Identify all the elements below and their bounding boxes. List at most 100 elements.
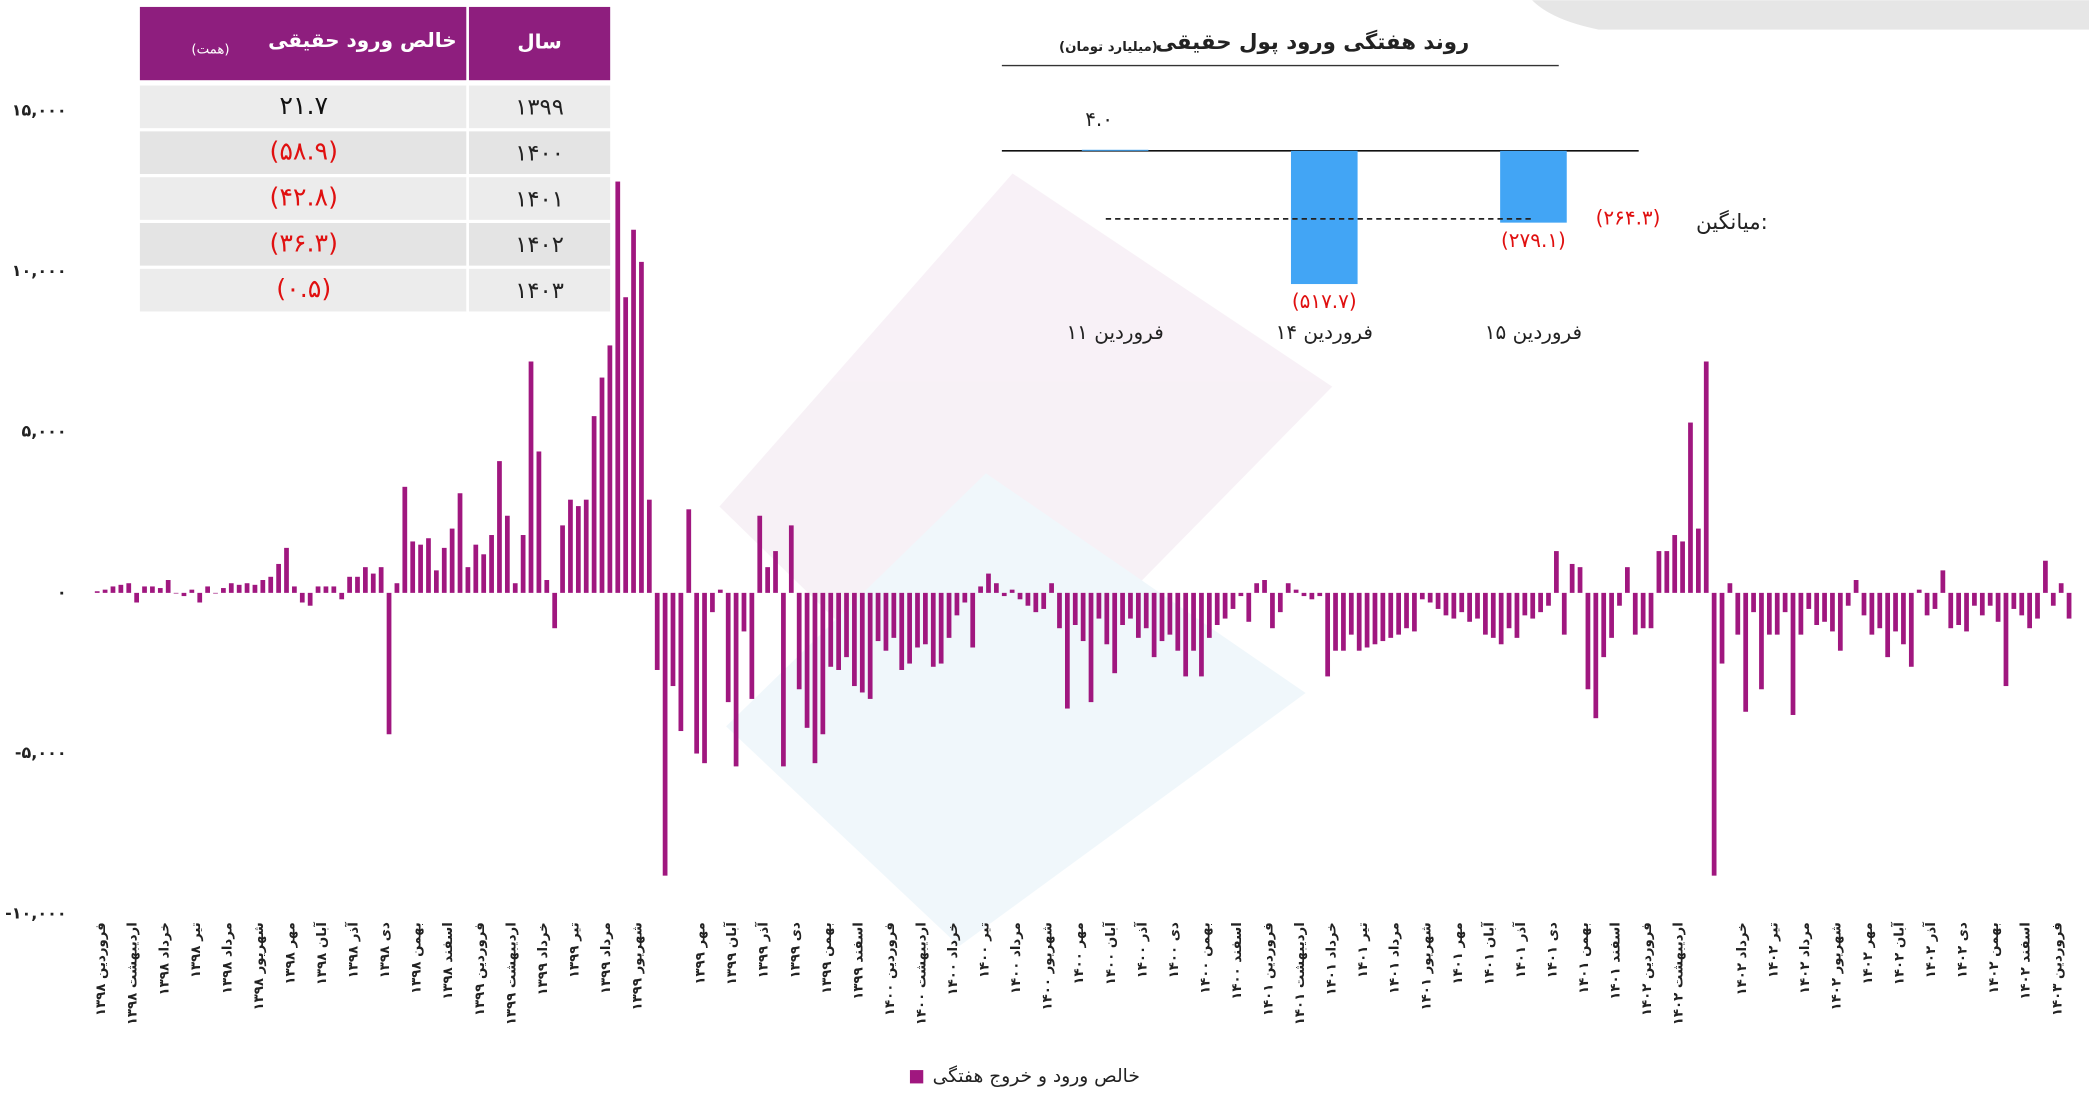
y-tick-label: -۱۰,۰۰۰ xyxy=(5,904,66,923)
x-tick-label: دی ۱۴۰۰ xyxy=(1167,922,1182,978)
x-tick-label: خرداد ۱۴۰۱ xyxy=(1325,922,1340,995)
bar xyxy=(268,576,274,593)
bar xyxy=(1475,592,1480,619)
bar xyxy=(1585,592,1591,690)
bar xyxy=(1285,583,1291,593)
bar xyxy=(1853,580,1859,593)
bar xyxy=(575,506,581,593)
bar xyxy=(1538,592,1543,613)
bar xyxy=(2027,592,2032,629)
x-tick-label: آذر ۱۳۹۹ xyxy=(755,922,772,979)
bar xyxy=(1254,583,1260,593)
bar xyxy=(426,538,431,593)
bar xyxy=(2011,592,2017,609)
x-tick-label: خرداد ۱۴۰۲ xyxy=(1735,922,1750,995)
bar xyxy=(2043,560,2048,593)
bar xyxy=(757,515,763,593)
bar xyxy=(1648,592,1654,629)
inset-title: روند هفتگی ورود پول حقیقی xyxy=(1155,29,1469,55)
x-tick-label: دی ۱۳۹۹ xyxy=(788,922,803,978)
bar xyxy=(292,586,297,593)
bar xyxy=(1049,583,1054,593)
bar xyxy=(363,567,368,593)
inset-subtitle: (میلیارد تومان) xyxy=(1059,40,1158,55)
bar xyxy=(1135,592,1141,638)
table-value: (۰.۵) xyxy=(276,274,331,303)
bar xyxy=(1183,592,1189,677)
bar xyxy=(852,592,857,687)
bar xyxy=(536,451,542,593)
table-header-text: خالص ورود حقیقی xyxy=(268,28,457,52)
bar xyxy=(1112,592,1118,674)
x-tick-label: آبان ۱۳۹۸ xyxy=(313,922,330,986)
table-value: (۵۸.۹) xyxy=(269,137,338,166)
x-tick-label: خرداد ۱۴۰۰ xyxy=(946,922,961,995)
bar xyxy=(1672,535,1678,593)
table-header xyxy=(468,6,611,81)
bar xyxy=(1309,592,1315,600)
bar xyxy=(1167,592,1173,635)
x-tick-label: فروردین ۱۳۹۸ xyxy=(94,922,109,1016)
bar xyxy=(583,499,589,593)
x-tick-label: دی ۱۳۹۸ xyxy=(378,922,393,978)
bar xyxy=(1727,583,1733,593)
y-tick-label: -۵,۰۰۰ xyxy=(15,743,67,762)
value-label: ۴.۰ xyxy=(1085,107,1113,131)
x-tick-label: اردیبهشت ۱۴۰۲ xyxy=(1672,922,1687,1025)
y-tick-label: ۱۵,۰۰۰ xyxy=(12,100,67,119)
bar xyxy=(449,528,455,593)
bar xyxy=(741,592,747,632)
bar xyxy=(828,592,834,667)
bar xyxy=(1081,149,1149,151)
x-tick-label: آبان ۱۳۹۹ xyxy=(723,922,740,986)
bar xyxy=(994,583,999,593)
table-year: ۱۴۰۳ xyxy=(515,278,564,304)
x-tick-label: مرداد ۱۴۰۲ xyxy=(1798,922,1813,994)
bar xyxy=(512,583,518,593)
bar xyxy=(1901,592,1906,645)
y-tick-label: ۰ xyxy=(57,582,67,601)
bar xyxy=(820,592,826,735)
x-tick-label: آبان ۱۴۰۱ xyxy=(1480,922,1497,986)
bar xyxy=(615,181,621,593)
bar xyxy=(1995,592,2001,622)
bar xyxy=(867,592,873,699)
bar xyxy=(1554,551,1559,593)
bar xyxy=(710,592,715,613)
bar xyxy=(1688,422,1693,593)
bar xyxy=(1798,592,1804,635)
bar xyxy=(378,567,384,593)
bar xyxy=(102,589,108,593)
bar xyxy=(142,586,147,593)
bar xyxy=(1806,592,1812,609)
bar xyxy=(1419,592,1425,600)
x-tick-label: بهمن ۱۴۰۱ xyxy=(1577,922,1592,994)
bar xyxy=(1396,592,1402,635)
table-header-unit: (همت) xyxy=(191,43,229,58)
bar xyxy=(110,586,116,593)
bar xyxy=(1427,592,1433,603)
bar xyxy=(126,583,132,593)
bar xyxy=(1561,592,1567,635)
x-tick-label: فروردین ۱۴۰۱ xyxy=(1262,922,1277,1016)
bar xyxy=(1222,592,1228,619)
bar xyxy=(394,583,400,593)
x-tick-label: خرداد ۱۳۹۸ xyxy=(157,922,172,995)
bar xyxy=(1664,551,1670,593)
x-tick-label: ۱۴ فروردین xyxy=(1276,320,1373,344)
bar xyxy=(1735,592,1741,635)
x-tick-label: اسفند ۱۴۰۱ xyxy=(1609,922,1624,1000)
bar xyxy=(678,592,684,732)
bar xyxy=(528,361,534,593)
x-tick-label: تیر ۱۴۰۰ xyxy=(978,922,993,978)
x-tick-label: شهریور ۱۴۰۲ xyxy=(1829,922,1844,1010)
table-header xyxy=(139,6,467,81)
bar xyxy=(323,586,329,593)
bar xyxy=(1711,592,1717,876)
bar xyxy=(978,586,983,593)
bar xyxy=(1593,592,1599,719)
bar xyxy=(1774,592,1780,635)
logo xyxy=(1532,0,2089,30)
bar xyxy=(1790,592,1796,715)
x-tick-label: اردیبهشت ۱۴۰۱ xyxy=(1293,922,1308,1025)
